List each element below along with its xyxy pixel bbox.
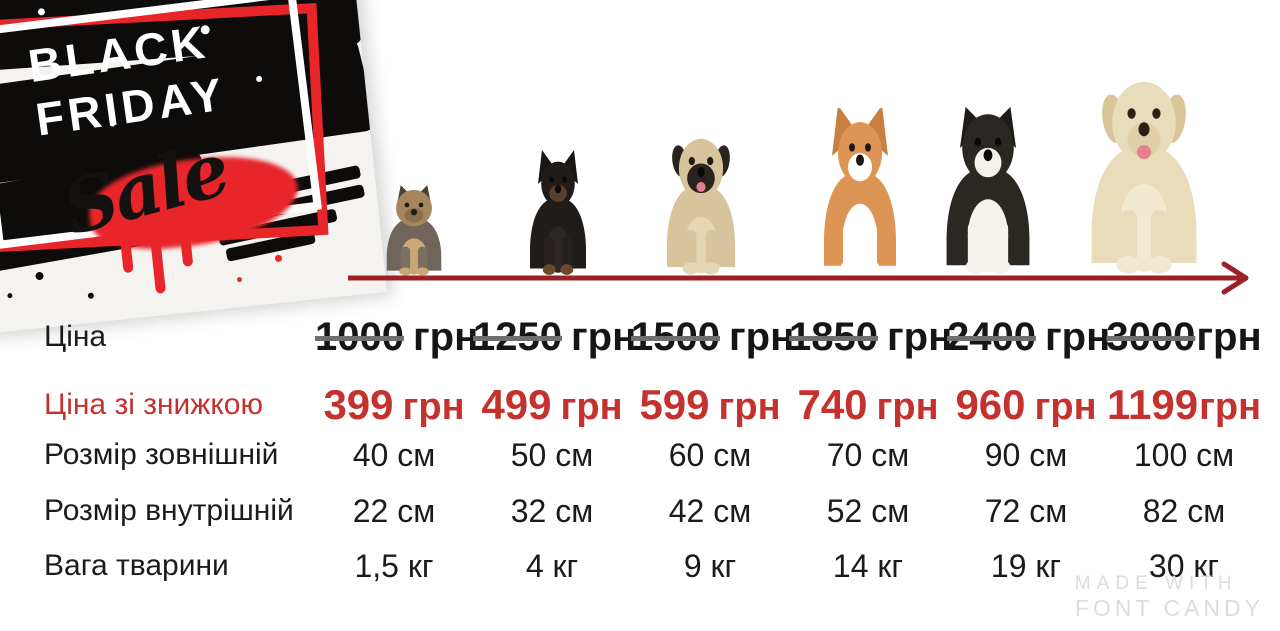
size-axis-arrow xyxy=(348,261,1249,295)
yorkshire-terrier-image xyxy=(386,185,442,276)
outer-size-value: 100 см xyxy=(1133,436,1235,473)
discount-price-cell: 399 грн xyxy=(315,381,473,429)
toy-terrier-image xyxy=(530,150,586,275)
discount-price-value: 499 xyxy=(481,381,552,428)
watermark-line2: FONT CANDY xyxy=(1074,595,1264,621)
animal-weight-label: Вага тварини xyxy=(44,549,229,582)
currency-label: грн xyxy=(560,386,623,428)
border-collie-image xyxy=(946,106,1030,275)
animal-weight-value: 19 кг xyxy=(990,547,1062,584)
outer-size-value: 70 см xyxy=(826,436,910,473)
currency-label: грн xyxy=(412,314,479,359)
old-price-cell: 2400 грн xyxy=(947,314,1110,360)
pug-image xyxy=(666,138,736,275)
currency-label: грн xyxy=(1034,386,1097,428)
currency-label: грн xyxy=(876,386,939,428)
inner-size-value: 22 см xyxy=(352,492,436,529)
paint-dot xyxy=(7,292,13,299)
animal-weight-value: 30 кг xyxy=(1148,547,1220,584)
outer-size-value: 40 см xyxy=(352,436,436,473)
inner-size-value: 32 см xyxy=(510,492,594,529)
discount-price-cell: 740 грн xyxy=(789,381,947,429)
discount-price-value: 960 xyxy=(955,381,1026,428)
price-row-label: Ціна xyxy=(44,320,107,353)
paint-dot xyxy=(236,276,243,283)
black-friday-badge: BLACK FRIDAY Sale xyxy=(0,0,388,335)
inner-size-value: 82 см xyxy=(1142,492,1226,529)
currency-label: грн xyxy=(728,314,795,359)
animal-weight-row: Вага тварини 1,5 кг 4 кг 9 кг 14 кг 19 к… xyxy=(30,539,1263,593)
old-price-value: 1500 xyxy=(631,314,720,359)
outer-size-label: Розмір зовнішній xyxy=(44,438,279,471)
currency-label: грн xyxy=(886,314,953,359)
old-price-value: 3000 xyxy=(1106,314,1196,359)
inner-size-value: 72 см xyxy=(984,492,1068,529)
corgi-image xyxy=(824,108,896,275)
currency-label: грн xyxy=(570,314,637,359)
paint-dot xyxy=(87,292,95,300)
old-price-value: 1000 xyxy=(315,314,404,359)
discount-price-value: 1199 xyxy=(1106,381,1199,428)
inner-size-row: Розмір внутрішній 22 см 32 см 42 см 52 с… xyxy=(30,484,1263,538)
old-price-value: 2400 xyxy=(947,314,1036,359)
old-price-cell: 1250 грн xyxy=(473,314,636,360)
price-row: Ціна 1000 грн 1250 грн 1500 грн 1850 грн 240… xyxy=(30,310,1263,364)
old-price-cell: 1850 грн xyxy=(789,314,952,360)
old-price-value: 1250 xyxy=(473,314,562,359)
animal-weight-value: 4 кг xyxy=(525,547,579,584)
old-price-cell: 1000 грн xyxy=(315,314,478,360)
currency-label: грн xyxy=(1196,314,1262,359)
paint-dot xyxy=(35,271,44,281)
animal-weight-value: 14 кг xyxy=(832,547,904,584)
outer-size-value: 50 см xyxy=(510,436,594,473)
animal-weight-value: 9 кг xyxy=(683,547,737,584)
old-price-cell: 1500 грн xyxy=(631,314,794,360)
inner-size-label: Розмір внутрішній xyxy=(44,494,294,527)
currency-label: грн xyxy=(402,386,465,428)
currency-label: грн xyxy=(1044,314,1111,359)
inner-size-value: 52 см xyxy=(826,492,910,529)
discount-price-cell: 1199грн xyxy=(1105,381,1263,429)
discount-price-value: 399 xyxy=(323,381,394,428)
old-price-cell: 3000грн xyxy=(1105,315,1263,360)
currency-label: грн xyxy=(718,386,781,428)
discount-price-row: Ціна зі знижкою 399 грн 499 грн 599 грн 740… xyxy=(30,378,1263,432)
discount-price-value: 599 xyxy=(639,381,710,428)
watermark-line1: MADE WITH xyxy=(1074,573,1238,594)
outer-size-value: 90 см xyxy=(984,436,1068,473)
outer-size-value: 60 см xyxy=(668,436,752,473)
paint-dot xyxy=(274,254,283,263)
discount-price-cell: 599 грн xyxy=(631,381,789,429)
font-candy-watermark: MADE WITH FONT CANDY xyxy=(1075,571,1264,621)
discount-row-label: Ціна зі знижкою xyxy=(44,388,263,421)
discount-price-cell: 960 грн xyxy=(947,381,1105,429)
old-price-value: 1850 xyxy=(789,314,878,359)
animal-weight-value: 1,5 кг xyxy=(354,547,434,584)
discount-price-cell: 499 грн xyxy=(473,381,631,429)
outer-size-row: Розмір зовнішній 40 см 50 см 60 см 70 см… xyxy=(30,428,1263,482)
labrador-image xyxy=(1091,81,1197,274)
discount-price-value: 740 xyxy=(797,381,868,428)
currency-label: грн xyxy=(1199,386,1262,428)
inner-size-value: 42 см xyxy=(668,492,752,529)
